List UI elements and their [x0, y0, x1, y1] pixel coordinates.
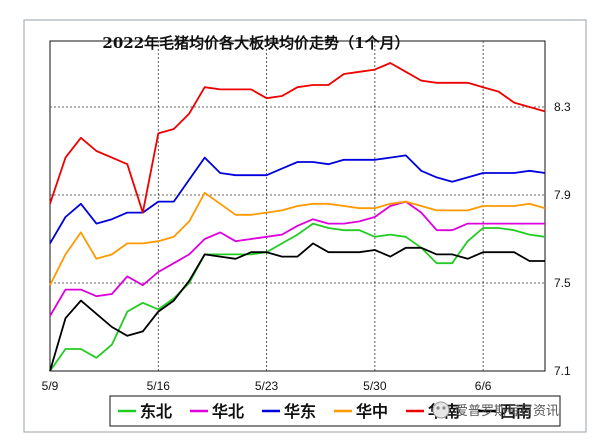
- series-line-华南: [49, 62, 546, 214]
- y-tick-label: 8.3: [554, 100, 571, 114]
- wechat-icon-dot: [442, 406, 446, 410]
- plot-area: [49, 40, 546, 372]
- legend-label: 华北: [212, 402, 244, 421]
- x-tick-label: 6/6: [475, 379, 492, 393]
- series-lines: [49, 62, 546, 372]
- x-tick-label: 5/23: [255, 379, 279, 393]
- watermark: 爱普罗斯每日资讯: [432, 401, 559, 419]
- x-axis-ticks: 5/9 5/16 5/23 5/30 6/6: [42, 379, 492, 393]
- series-line-华中: [49, 191, 546, 286]
- y-tick-label: 7.5: [554, 276, 571, 290]
- wechat-icon: [432, 401, 450, 419]
- series-line-华东: [49, 154, 546, 244]
- y-tick-label: 7.9: [554, 188, 571, 202]
- series-line-西南: [49, 242, 545, 372]
- legend-label: 东北: [140, 402, 172, 421]
- legend-label: 华东: [284, 402, 316, 421]
- x-tick-label: 5/9: [42, 379, 59, 393]
- y-tick-label: 7.1: [554, 364, 571, 378]
- series-line-华北: [49, 200, 545, 317]
- wechat-icon-dot: [436, 406, 440, 410]
- series-line-东北: [49, 222, 546, 372]
- x-tick-label: 5/30: [363, 379, 387, 393]
- chart-title: 2022年毛猪均价各大板块均价走势（1个月）: [102, 34, 409, 52]
- legend-label: 西南: [500, 402, 532, 421]
- outer-frame: [23, 19, 587, 433]
- y-axis-ticks: 7.1 7.5 7.9 8.3: [554, 100, 571, 378]
- watermark-text: 爱普罗斯每日资讯: [455, 403, 559, 419]
- legend-label: 华中: [356, 402, 388, 421]
- x-tick-label: 5/16: [147, 379, 171, 393]
